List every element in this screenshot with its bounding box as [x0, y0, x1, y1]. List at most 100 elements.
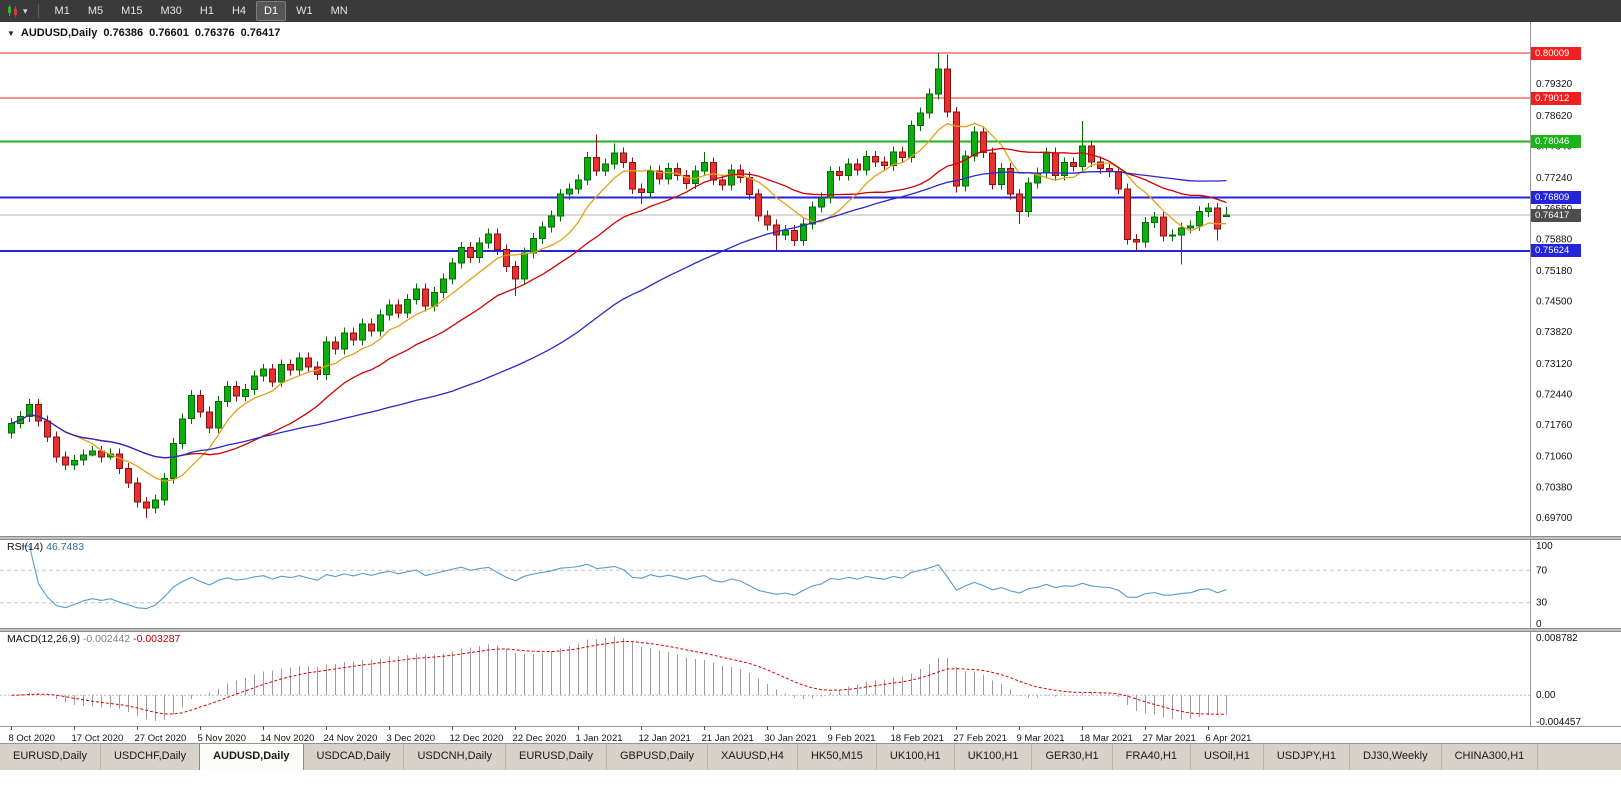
timeframe-button-h4[interactable]: H4 [231, 5, 247, 17]
svg-text:0.75880: 0.75880 [1536, 234, 1573, 245]
candle-body [287, 364, 294, 371]
timeframe-button-d1[interactable]: D1 [256, 1, 287, 21]
candle-body [170, 443, 177, 479]
candle-body [827, 171, 834, 199]
chart-tab-china300-h1[interactable]: CHINA300,H1 [1442, 744, 1539, 770]
chart-tab-usoil-h1[interactable]: USOil,H1 [1191, 744, 1264, 770]
candle-body [638, 188, 645, 193]
chart-tab-eurusd-daily[interactable]: EURUSD,Daily [0, 744, 101, 770]
chart-tab-bar: EURUSD,Daily USDCHF,Daily AUDUSD,Daily USDC… [0, 743, 1621, 770]
candle-body [962, 155, 969, 187]
chart-tab-fra40-h1[interactable]: FRA40,H1 [1113, 744, 1192, 770]
candle-body [1061, 162, 1068, 176]
candle-body [1070, 162, 1077, 167]
svg-text:27 Feb 2021: 27 Feb 2021 [954, 733, 1007, 743]
rsi-line [20, 545, 1227, 610]
svg-text:12 Dec 2020: 12 Dec 2020 [450, 733, 504, 743]
pane-divider[interactable] [0, 628, 1621, 632]
chart-tab-usdchf-daily[interactable]: USDCHF,Daily [101, 744, 201, 770]
candle-body [260, 368, 267, 377]
chart-tab-xauusd-h4[interactable]: XAUUSD,H4 [708, 744, 798, 770]
candle-body [386, 304, 393, 316]
timeframe-toolbar: ▾ M1 M5 M15 M30 H1 H4 D1 W1 MN [0, 0, 1621, 22]
candle-body [521, 252, 528, 280]
chart-tab-usdjpy-h1[interactable]: USDJPY,H1 [1264, 744, 1350, 770]
candle-body [1052, 152, 1059, 176]
price-axis-badge: 0.79012 [1531, 91, 1581, 105]
timeframe-button-h1[interactable]: H1 [199, 5, 214, 17]
candle-body [989, 152, 996, 185]
candle-body [1007, 168, 1014, 195]
price-axis-badge: 0.78046 [1531, 135, 1581, 149]
candlestick-chart-icon[interactable] [6, 4, 20, 18]
candle-body [1205, 207, 1212, 212]
chart-tab-hk50-m15[interactable]: HK50,M15 [798, 744, 877, 770]
candle-body [899, 151, 906, 158]
candle-body [458, 246, 465, 264]
candle-body [494, 233, 501, 251]
svg-text:8 Oct 2020: 8 Oct 2020 [9, 733, 55, 743]
candle-body [98, 450, 105, 458]
price-axis-badge: 0.80009 [1531, 46, 1581, 60]
chart-tab-dj30-weekly[interactable]: DJ30,Weekly [1350, 744, 1442, 770]
candle-body [8, 422, 15, 434]
rsi-value: 46.7483 [46, 541, 85, 553]
candle-body [872, 155, 879, 163]
timeframe-button-m1[interactable]: M1 [54, 5, 70, 17]
candle-body [512, 265, 519, 280]
candle-body [773, 224, 780, 236]
timeframe-button-w1[interactable]: W1 [296, 5, 313, 17]
candle-body [818, 197, 825, 208]
candle-body [233, 385, 240, 397]
candle-body [1178, 227, 1185, 236]
candle-body [908, 125, 915, 158]
candle-body [566, 188, 573, 195]
candle-body [224, 385, 231, 403]
svg-text:14 Nov 2020: 14 Nov 2020 [261, 733, 315, 743]
chart-tab-ger30-h1[interactable]: GER30,H1 [1032, 744, 1113, 770]
chart-tab-usdcnh-daily[interactable]: USDCNH,Daily [404, 744, 507, 770]
ma-50-line [11, 170, 1227, 459]
candle-body [1151, 216, 1158, 224]
chart-menu-caret-icon[interactable]: ▼ [7, 28, 15, 38]
chart-tab-gbpusd-daily[interactable]: GBPUSD,Daily [607, 744, 708, 770]
candle-body [413, 288, 420, 300]
dropdown-caret-icon[interactable]: ▾ [23, 6, 28, 16]
candle-body [701, 162, 708, 172]
svg-text:18 Mar 2021: 18 Mar 2021 [1080, 733, 1133, 743]
timeframe-button-m5[interactable]: M5 [87, 5, 104, 17]
svg-text:0.00: 0.00 [1536, 690, 1556, 701]
candle-body [1196, 210, 1203, 227]
timeframe-button-m30[interactable]: M30 [160, 5, 182, 17]
candle-body [377, 314, 384, 332]
svg-text:0.008782: 0.008782 [1536, 633, 1578, 644]
chart-tab-audusd-daily[interactable]: AUDUSD,Daily [199, 744, 304, 770]
macd-histogram [20, 637, 1227, 721]
timeframe-button-m15[interactable]: M15 [121, 5, 143, 17]
svg-text:100: 100 [1536, 541, 1553, 552]
chart-tab-uk100-h1[interactable]: UK100,H1 [877, 744, 955, 770]
chart-tab-eurusd-daily[interactable]: EURUSD,Daily [506, 744, 607, 770]
candle-body [206, 411, 213, 429]
svg-text:0.70380: 0.70380 [1536, 482, 1573, 493]
chart-tab-usdcad-daily[interactable]: USDCAD,Daily [304, 744, 405, 770]
svg-text:0.73820: 0.73820 [1536, 327, 1573, 338]
candle-body [395, 304, 402, 314]
candle-body [440, 278, 447, 293]
candle-body [53, 436, 60, 458]
chart-tab-uk100-h1[interactable]: UK100,H1 [955, 744, 1033, 770]
chart-symbol-period: AUDUSD,Daily [20, 27, 98, 39]
candle-body [350, 332, 357, 341]
candle-body [629, 162, 636, 190]
price-chart[interactable]: 0.793200.786200.779400.772400.765500.758… [0, 22, 1621, 743]
svg-text:0.71760: 0.71760 [1536, 420, 1573, 431]
candle-body [620, 152, 627, 164]
svg-text:0.79320: 0.79320 [1536, 79, 1573, 90]
svg-text:-0.004457: -0.004457 [1536, 717, 1581, 728]
price-axis-badge: 0.76809 [1531, 190, 1581, 204]
candle-body [1133, 238, 1140, 243]
pane-divider[interactable] [0, 536, 1621, 540]
svg-text:70: 70 [1536, 565, 1548, 576]
timeframe-button-mn[interactable]: MN [330, 5, 348, 17]
rsi-name: RSI(14) [7, 541, 44, 553]
